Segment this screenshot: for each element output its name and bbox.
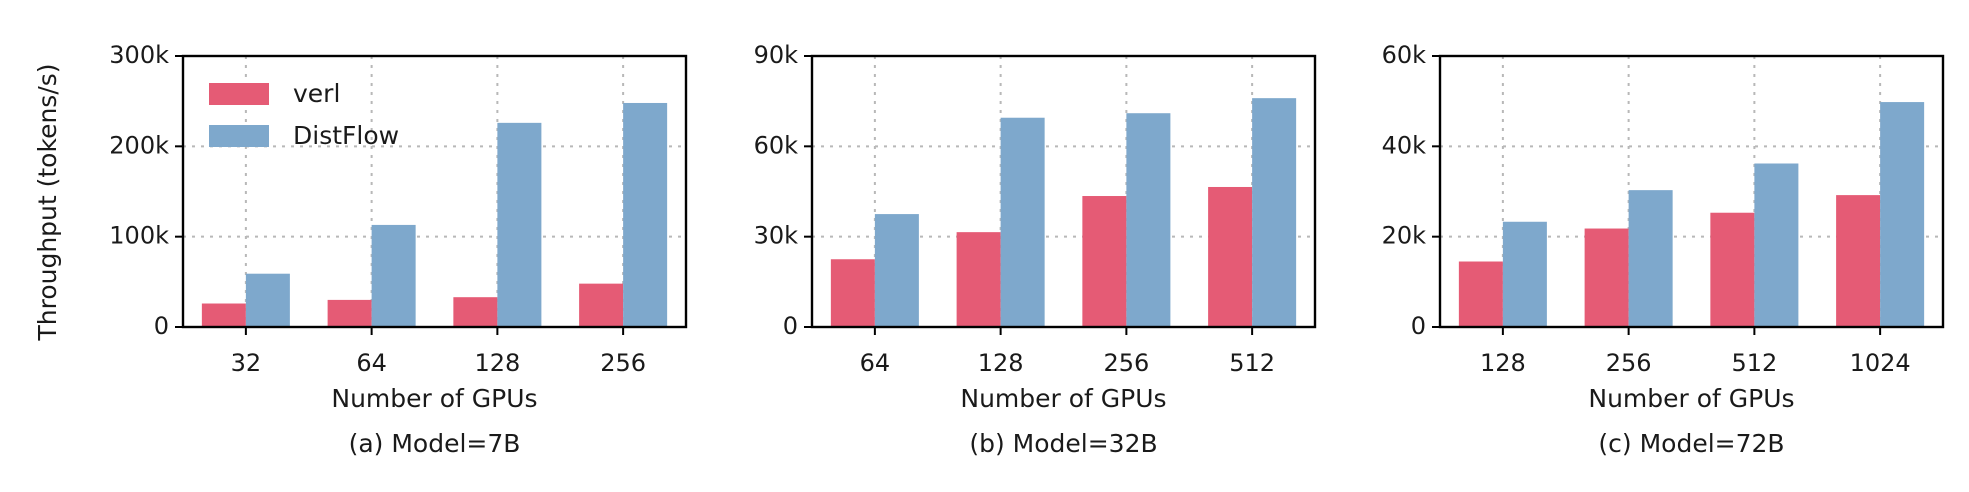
chart-panel-3: 0 20k 40k 60k 128 256 512 1024 Number of GPUs (c)… — [1382, 41, 1945, 458]
legend: verl DistFlow — [209, 79, 399, 150]
y-tick-label: 0 — [783, 312, 798, 340]
x-tick-label: 1024 — [1850, 349, 1911, 377]
bar-verl-256 — [1082, 196, 1127, 327]
bar-distflow-128 — [1502, 221, 1547, 327]
bar-distflow-256 — [1126, 113, 1171, 327]
bar-verl-128 — [956, 232, 1001, 327]
bar-distflow-64 — [371, 224, 416, 327]
x-tick-label: 256 — [600, 349, 646, 377]
y-tick-label: 20k — [1382, 222, 1427, 250]
bar-verl-128 — [1458, 261, 1503, 327]
x-axis-label: Number of GPUs — [1588, 384, 1794, 413]
y-tick-label: 60k — [754, 131, 799, 159]
legend-swatch-distflow — [209, 125, 269, 147]
bar-verl-512 — [1710, 212, 1755, 327]
bar-distflow-256 — [1628, 190, 1673, 327]
bar-distflow-64 — [874, 214, 919, 327]
y-tick-label: 0 — [154, 312, 169, 340]
x-tick-label: 64 — [356, 349, 387, 377]
x-tick-label: 128 — [978, 349, 1024, 377]
y-tick-label: 40k — [1382, 131, 1427, 159]
x-tick-label: 512 — [1229, 349, 1275, 377]
y-tick-label: 200k — [109, 131, 169, 159]
bar-distflow-128 — [497, 122, 542, 327]
panels: 0 100k 200k 300k 32 64 128 256 Number of GPUs (a)… — [109, 41, 1945, 458]
legend-label-verl: verl — [293, 79, 340, 108]
bar-verl-128 — [453, 297, 498, 327]
legend-swatch-verl — [209, 83, 269, 105]
bar-distflow-256 — [623, 102, 668, 328]
bar-verl-64 — [327, 299, 372, 327]
x-axis-label: Number of GPUs — [331, 384, 537, 413]
y-tick-label: 30k — [754, 222, 799, 250]
x-tick-label: 256 — [1606, 349, 1652, 377]
panel-caption: (c) Model=72B — [1598, 429, 1784, 458]
bar-verl-1024 — [1836, 195, 1881, 327]
y-tick-label: 60k — [1382, 41, 1427, 69]
panel-caption: (a) Model=7B — [349, 429, 521, 458]
bar-verl-64 — [830, 259, 875, 327]
y-tick-label: 90k — [754, 41, 799, 69]
y-tick-label: 0 — [1411, 312, 1426, 340]
legend-label-distflow: DistFlow — [293, 121, 399, 150]
bar-verl-256 — [579, 283, 624, 327]
y-tick-label: 100k — [109, 222, 169, 250]
bar-distflow-1024 — [1880, 102, 1925, 327]
panel-caption: (b) Model=32B — [969, 429, 1157, 458]
y-axis-label: Throughput (tokens/s) — [33, 63, 62, 341]
x-tick-label: 64 — [860, 349, 891, 377]
x-tick-label: 512 — [1731, 349, 1777, 377]
x-tick-label: 32 — [231, 349, 262, 377]
bar-distflow-32 — [245, 273, 290, 327]
plot-frame — [1438, 54, 1945, 329]
chart-panel-2: 0 30k 60k 90k 64 128 256 512 Number of GPUs (b) M… — [754, 41, 1317, 458]
bar-verl-512 — [1208, 186, 1253, 327]
x-axis-label: Number of GPUs — [960, 384, 1166, 413]
x-tick-label: 256 — [1103, 349, 1149, 377]
bar-verl-256 — [1584, 228, 1629, 327]
bar-distflow-512 — [1252, 98, 1297, 328]
y-tick-label: 300k — [109, 41, 169, 69]
plot-frame — [810, 54, 1317, 329]
plot-frame — [181, 54, 688, 329]
chart-panel-1: 0 100k 200k 300k 32 64 128 256 Number of GPUs (a)… — [109, 41, 688, 458]
bar-verl-32 — [201, 303, 246, 327]
bar-distflow-512 — [1754, 163, 1799, 327]
x-tick-label: 128 — [1480, 349, 1526, 377]
x-tick-label: 128 — [474, 349, 520, 377]
bar-distflow-128 — [1000, 117, 1045, 327]
